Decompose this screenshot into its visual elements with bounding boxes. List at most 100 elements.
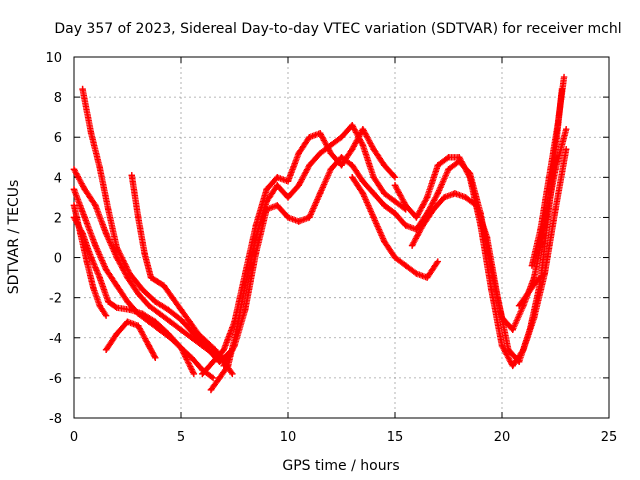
data-point [231,342,238,349]
data-point [316,190,324,197]
data-point [434,258,441,265]
plot-frame [73,56,610,419]
x-axis: 0 5 10 15 20 25 [70,57,617,445]
data-point [451,190,459,197]
data-point [391,174,399,181]
data-point [90,284,97,291]
data-point [563,146,570,153]
data-point [139,286,146,293]
data-point [391,198,399,205]
data-point [92,242,99,249]
data-point [370,174,377,181]
data-point [177,344,185,352]
data-point [515,358,523,366]
data-point [177,316,185,323]
data-point [391,210,399,217]
data-point [145,342,153,349]
marker-segment [79,85,94,135]
data-point [113,304,120,311]
series-track-2 [70,166,227,362]
data-point [494,294,501,301]
data-point [338,154,345,161]
data-point [560,73,568,81]
data-point [152,354,159,362]
data-point [526,326,534,333]
data-point [126,306,133,313]
y-axis: -8 -6 -4 -2 0 2 4 6 8 10 [45,51,609,427]
data-point [156,310,163,317]
data-point [295,218,302,225]
data-point [70,214,78,221]
data-point [102,230,110,237]
data-point [229,370,236,378]
data-point [327,150,334,157]
data-point [434,190,441,197]
data-point [190,370,198,378]
y-tick-label: 6 [54,131,62,146]
data-point [274,182,281,189]
data-point [231,318,238,325]
data-point [402,262,409,269]
data-point [83,258,91,265]
data-point [381,202,388,209]
data-point [87,130,95,137]
data-point [113,282,120,289]
data-point [545,174,553,181]
data-point [466,170,474,177]
data-point [154,278,161,285]
y-tick-label: 4 [54,171,62,186]
series-track-16 [528,73,568,269]
data-point [295,150,302,157]
data-point [537,226,544,233]
x-tick-label: 20 [494,430,511,445]
data-point [79,85,86,93]
data-point [359,178,367,185]
data-point [167,318,174,325]
data-point [441,194,448,201]
data-point [87,254,95,261]
data-markers [70,73,570,394]
data-point [135,322,142,329]
data-point [135,214,142,221]
data-point [141,250,148,257]
marker-segment [92,202,109,236]
y-tick-label: 2 [54,211,62,226]
data-point [515,302,523,309]
data-point [306,214,313,221]
data-point [252,222,260,229]
data-point [79,230,86,237]
data-point [370,190,377,197]
data-point [413,214,420,221]
marker-segment [141,250,154,280]
data-point [381,238,388,245]
data-point [359,142,367,149]
data-point [242,270,249,277]
marker-segment [96,164,112,212]
data-point [216,374,223,382]
data-point [430,206,437,213]
series-track-5 [70,214,198,378]
data-point [164,330,172,337]
data-point [147,274,155,281]
data-point [160,282,168,289]
data-point [381,190,388,197]
marker-segment [87,130,103,169]
data-point [306,134,313,141]
data-point [194,330,202,337]
data-point [349,146,356,153]
data-point [105,298,112,305]
series-track-15 [515,270,548,309]
y-tick-label: -6 [49,372,62,387]
x-tick-label: 5 [177,430,185,445]
data-point [445,166,452,173]
series-track-7 [102,318,159,362]
data-point [316,150,324,157]
data-point [359,126,367,133]
x-tick-label: 0 [70,430,78,445]
series-track-6 [128,172,236,378]
data-point [391,254,399,261]
data-point [548,186,555,193]
marker-segment [135,214,148,256]
data-point [124,298,131,305]
x-tick-label: 15 [387,430,404,445]
